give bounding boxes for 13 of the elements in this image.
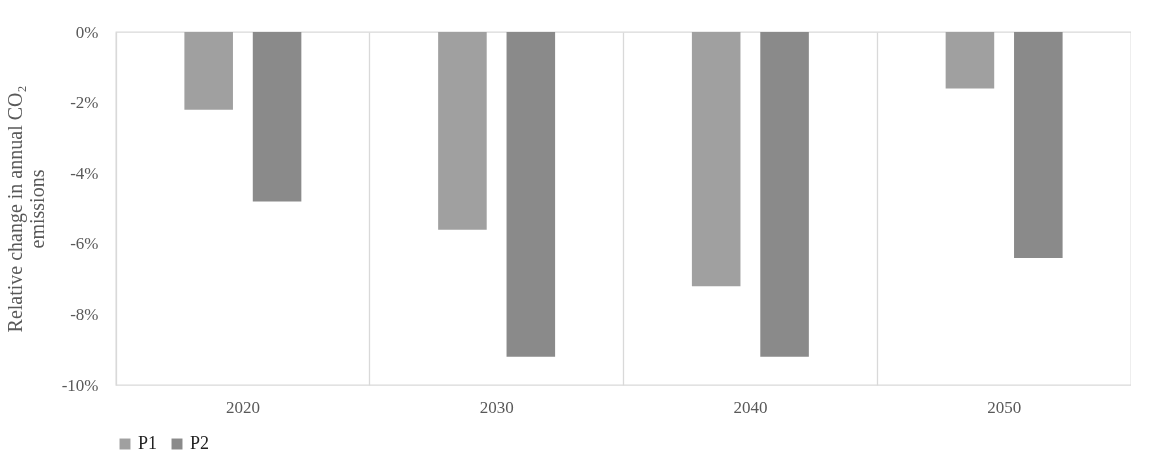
y-tick-label: -4% <box>70 163 99 183</box>
y-tick-label: -6% <box>70 234 99 254</box>
x-tick-label: 2020 <box>225 397 260 417</box>
y-axis-title: Relative change in annual CO₂ emissions <box>3 85 48 333</box>
legend-label: P2 <box>190 433 210 453</box>
y-tick-label: -8% <box>70 304 99 324</box>
x-tick-label: 2040 <box>733 397 768 417</box>
y-tick-label: -2% <box>70 93 99 113</box>
legend-label: P1 <box>138 433 158 453</box>
y-tick-label: 0% <box>75 22 99 42</box>
x-tick-label: 2050 <box>987 397 1022 417</box>
x-tick-label: 2030 <box>479 397 514 417</box>
y-tick-label: -10% <box>61 375 99 395</box>
